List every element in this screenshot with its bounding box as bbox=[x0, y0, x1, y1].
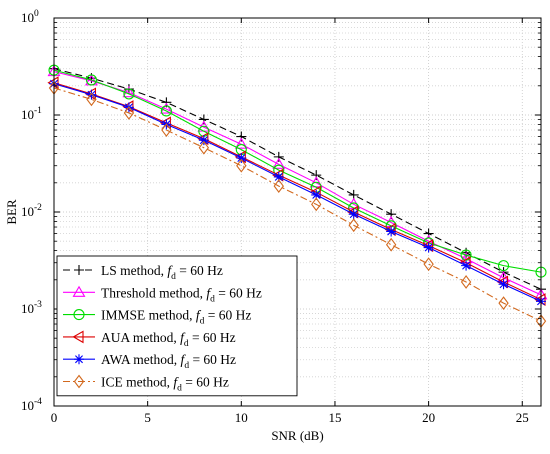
data-point bbox=[272, 157, 286, 169]
data-point bbox=[159, 102, 173, 114]
data-point bbox=[273, 151, 284, 162]
data-point bbox=[122, 86, 136, 98]
data-point bbox=[122, 100, 134, 114]
series-line bbox=[53, 82, 542, 301]
x-tick-label: 5 bbox=[144, 410, 151, 425]
data-point bbox=[236, 153, 247, 164]
legend-marker bbox=[72, 330, 84, 344]
data-point bbox=[123, 88, 135, 100]
data-point bbox=[460, 275, 472, 289]
data-point bbox=[123, 106, 135, 120]
data-point bbox=[234, 137, 248, 149]
data-point bbox=[423, 228, 434, 239]
data-point bbox=[423, 257, 434, 272]
data-point bbox=[161, 123, 172, 137]
y-axis-label: BER bbox=[4, 199, 19, 225]
y-tick-label: 10-3 bbox=[21, 300, 42, 316]
x-tick-label: 0 bbox=[51, 410, 58, 425]
legend-item-0: LS method, fd = 60 Hz bbox=[63, 263, 223, 282]
legend-box bbox=[56, 255, 298, 397]
data-point bbox=[236, 131, 247, 142]
legend-label: IMMSE method, fd = 60 Hz bbox=[101, 308, 251, 327]
y-tick-label: 10-2 bbox=[21, 203, 42, 219]
data-point bbox=[160, 105, 172, 117]
x-tick-label: 15 bbox=[328, 410, 341, 425]
series-2 bbox=[48, 64, 547, 278]
legend-marker bbox=[73, 309, 85, 321]
legend-label: AWA method, fd = 60 Hz bbox=[101, 352, 236, 371]
y-tick-label: 10-1 bbox=[21, 106, 42, 122]
legend-item-1: Threshold method, fd = 60 Hz bbox=[63, 285, 262, 304]
data-point bbox=[273, 171, 284, 182]
series-line bbox=[53, 69, 542, 273]
data-point bbox=[348, 209, 359, 220]
axis-ticks: 0 5 10 15 20 25 100 10-1 10-2 10-3 10-4 bbox=[21, 9, 541, 425]
data-point bbox=[84, 87, 97, 101]
x-tick-label: 10 bbox=[235, 410, 248, 425]
series-line bbox=[53, 71, 542, 296]
series-line bbox=[53, 68, 542, 290]
legend-item-2: IMMSE method, fd = 60 Hz bbox=[63, 308, 251, 327]
series-line bbox=[53, 83, 542, 302]
x-axis-label: SNR (dB) bbox=[271, 428, 323, 443]
legend-marker bbox=[72, 285, 86, 297]
legend-label: Threshold method, fd = 60 Hz bbox=[101, 285, 262, 304]
legend-marker bbox=[74, 265, 84, 275]
y-tick-label: 10-4 bbox=[21, 397, 42, 413]
legend-label: LS method, fd = 60 Hz bbox=[101, 263, 223, 282]
legend-item-3: AUA method, fd = 60 Hz bbox=[63, 330, 236, 349]
data-point bbox=[234, 150, 246, 164]
data-point bbox=[86, 92, 97, 107]
data-point bbox=[497, 260, 510, 272]
data-point bbox=[311, 197, 322, 212]
data-point bbox=[461, 260, 472, 271]
data-point bbox=[198, 114, 209, 125]
data-point bbox=[386, 226, 397, 237]
data-point bbox=[198, 140, 210, 155]
data-point bbox=[273, 179, 284, 194]
series-layer bbox=[47, 63, 548, 329]
data-point bbox=[423, 242, 434, 253]
x-tick-label: 20 bbox=[422, 410, 435, 425]
data-point bbox=[385, 237, 397, 252]
x-tick-label: 25 bbox=[516, 410, 529, 425]
legend-item-5: ICE method, fd = 60 Hz bbox=[63, 375, 229, 394]
legend-label: ICE method, fd = 60 Hz bbox=[101, 375, 229, 394]
data-point bbox=[47, 76, 59, 90]
data-point bbox=[198, 135, 209, 146]
data-point bbox=[498, 279, 509, 290]
legend-marker bbox=[73, 374, 85, 389]
data-point bbox=[311, 170, 322, 181]
data-point bbox=[236, 158, 247, 173]
y-tick-label: 100 bbox=[21, 9, 39, 25]
data-point bbox=[348, 218, 359, 233]
legend: LS method, fd = 60 Hz Threshold method, f… bbox=[56, 255, 298, 397]
data-point bbox=[86, 89, 97, 100]
legend-item-4: AWA method, fd = 60 Hz bbox=[63, 352, 236, 371]
legend-marker bbox=[74, 354, 84, 365]
series-line bbox=[53, 87, 542, 322]
data-point bbox=[498, 296, 509, 311]
legend-label: AUA method, fd = 60 Hz bbox=[101, 330, 236, 349]
data-point bbox=[311, 189, 322, 200]
data-point bbox=[85, 74, 98, 86]
